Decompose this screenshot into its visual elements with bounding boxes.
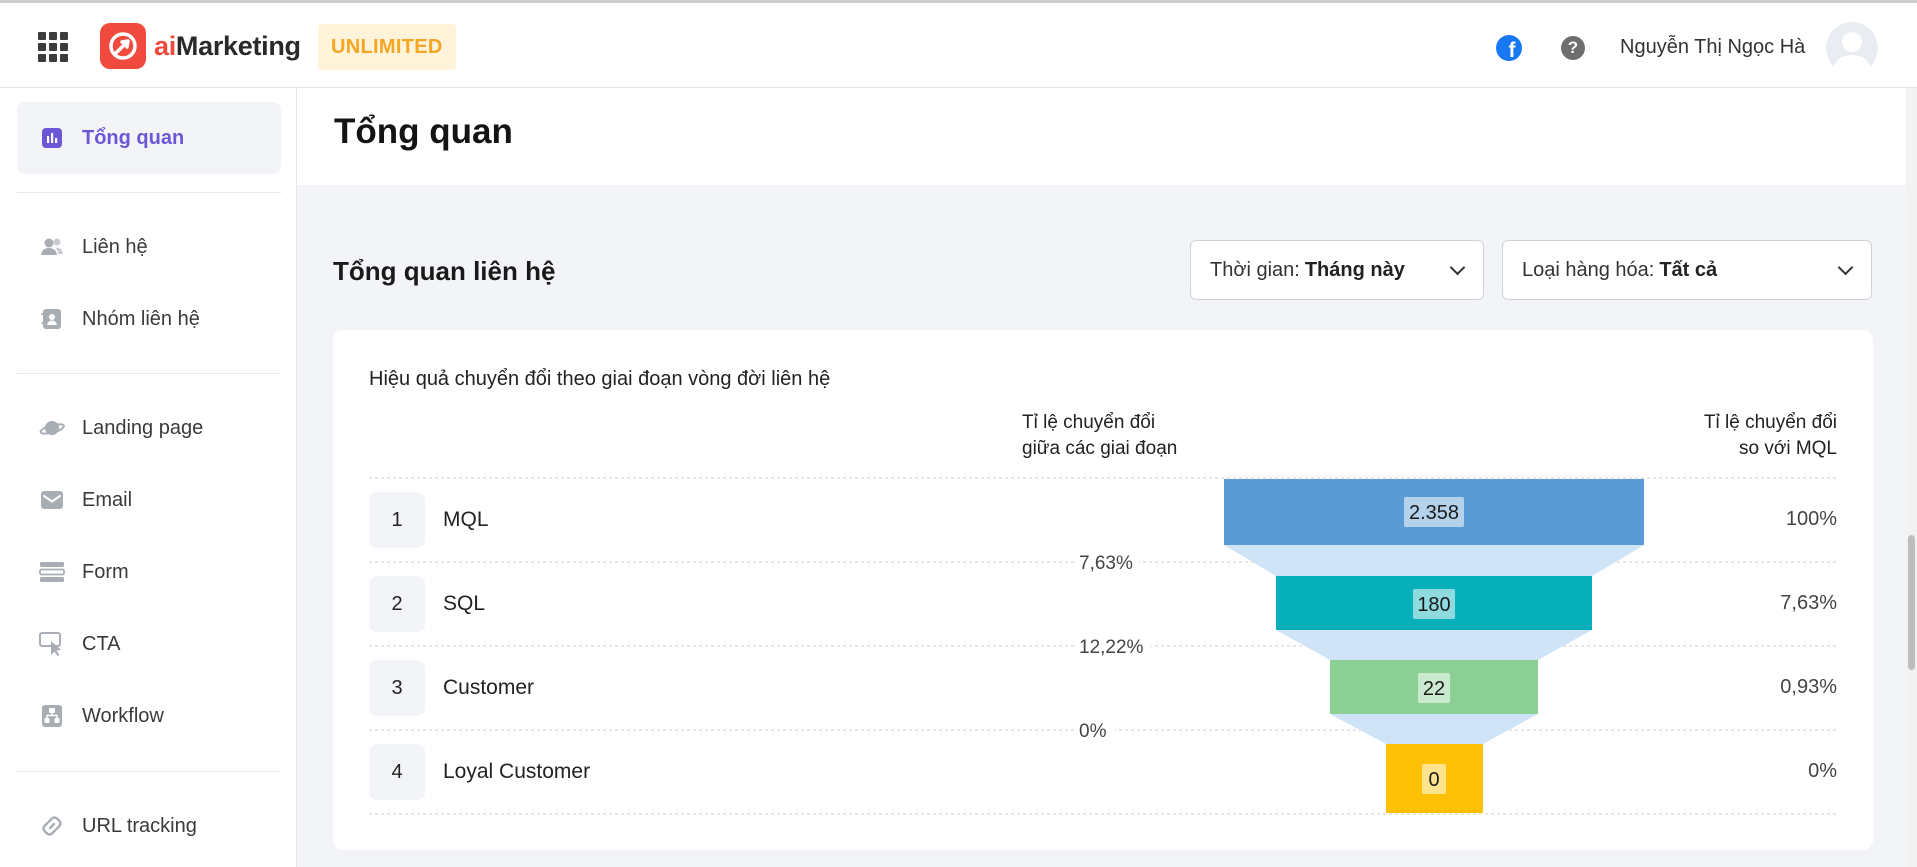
funnel-connector	[1224, 545, 1644, 576]
scrollbar-thumb[interactable]	[1908, 535, 1915, 670]
count-label-bg	[1418, 673, 1450, 703]
sidebar-item-label: URL tracking	[82, 814, 197, 837]
product-filter-value: Tất cả	[1659, 258, 1718, 281]
cursor-click-icon	[39, 631, 65, 657]
sidebar-item-overview[interactable]: Tổng quan	[17, 102, 281, 174]
sidebar-item-label: Form	[82, 560, 129, 583]
sidebar-item-url-tracking[interactable]: URL tracking	[17, 790, 281, 862]
sidebar-divider	[17, 192, 281, 193]
funnel-card-title: Hiệu quả chuyển đổi theo giai đoạn vòng …	[369, 368, 831, 390]
link-icon	[39, 813, 65, 839]
page-title: Tổng quan	[334, 112, 513, 151]
sidebar-item-contact-groups[interactable]: Nhóm liên hệ	[17, 283, 281, 355]
count-label-customer: 22	[1423, 678, 1445, 700]
chevron-down-icon	[1449, 259, 1466, 276]
sidebar-item-label: Workflow	[82, 704, 164, 727]
logo-text: aiMarketing	[154, 30, 301, 61]
sidebar-item-workflow[interactable]: Workflow	[17, 680, 281, 752]
count-label-sql: 180	[1417, 594, 1450, 616]
top-bar: aiMarketing UNLIMITED f ? Nguyễn Thị Ngọ…	[0, 0, 1917, 88]
sidebar-item-email[interactable]: Email	[17, 464, 281, 536]
stage-name: MQL	[443, 508, 489, 531]
sidebar-item-form[interactable]: Form	[17, 536, 281, 608]
time-filter-label: Thời gian:	[1210, 258, 1300, 281]
apps-grid-icon[interactable]	[38, 32, 68, 62]
mail-icon	[39, 487, 65, 513]
between-rate-bg	[1075, 717, 1115, 743]
contacts-icon	[39, 234, 65, 260]
sidebar: Tổng quan Liên hệ Nhóm liên hệ Landing p…	[0, 88, 297, 867]
form-icon	[39, 559, 65, 585]
sidebar-item-landing-page[interactable]: Landing page	[17, 392, 281, 464]
user-name[interactable]: Nguyễn Thị Ngọc Hà	[1620, 36, 1806, 58]
funnel-chart: 2.358 180 22 0 7,63% 12,22% 0%	[369, 477, 1837, 815]
stage-number: 4	[369, 744, 425, 800]
mql-rate: 0,93%	[1780, 676, 1837, 698]
mql-rate: 7,63%	[1780, 592, 1837, 614]
stage-number: 2	[369, 576, 425, 632]
stage-name: Customer	[443, 676, 535, 699]
count-label-bg	[1413, 589, 1455, 619]
product-type-filter-dropdown[interactable]: Loại hàng hóa: Tất cả	[1502, 240, 1872, 300]
sidebar-item-cta[interactable]: CTA	[17, 608, 281, 680]
page-scrollbar[interactable]	[1906, 88, 1917, 867]
funnel-connector	[1330, 714, 1538, 744]
count-label-loyal-customer: 0	[1428, 769, 1439, 791]
between-rate-loyal-customer: 0%	[1079, 721, 1107, 742]
plan-badge: UNLIMITED	[318, 24, 456, 70]
help-icon[interactable]: ?	[1561, 36, 1585, 60]
page-header: Tổng quan	[297, 88, 1917, 185]
sidebar-divider	[17, 373, 281, 374]
rocket-logo-icon	[100, 23, 146, 69]
contact-book-icon	[39, 306, 65, 332]
sidebar-item-contacts[interactable]: Liên hệ	[17, 211, 281, 283]
count-label-bg	[1422, 764, 1446, 794]
mql-rate: 100%	[1785, 508, 1837, 530]
time-filter-value: Tháng này	[1304, 258, 1405, 281]
between-rate-bg	[1075, 549, 1139, 575]
between-rate-customer: 12,22%	[1079, 637, 1144, 658]
sidebar-item-label: Nhóm liên hệ	[82, 307, 200, 330]
chevron-down-icon	[1837, 259, 1854, 276]
sidebar-item-label: Liên hệ	[82, 235, 148, 258]
sidebar-item-label: Email	[82, 488, 133, 511]
funnel-card: Hiệu quả chuyển đổi theo giai đoạn vòng …	[333, 330, 1873, 850]
mql-rate: 0%	[1808, 760, 1837, 782]
sidebar-item-label: Tổng quan	[82, 126, 185, 149]
stage-name: SQL	[443, 592, 486, 615]
sidebar-divider	[17, 771, 281, 772]
between-stage-rate-header: Tỉ lệ chuyển đổi giữa các giai đoạn	[1022, 412, 1178, 459]
stage-number: 1	[369, 492, 425, 548]
section-title: Tổng quan liên hệ	[333, 256, 556, 286]
chart-bars-icon	[39, 125, 65, 151]
mql-rate-header: Tỉ lệ chuyển đổi so với MQL	[1703, 412, 1837, 459]
product-filter-label: Loại hàng hóa:	[1522, 258, 1655, 281]
count-label-mql: 2.358	[1409, 502, 1459, 524]
time-filter-dropdown[interactable]: Thời gian: Tháng này	[1190, 240, 1484, 300]
avatar[interactable]	[1826, 22, 1878, 74]
sidebar-item-label: CTA	[82, 632, 121, 655]
count-label-bg	[1404, 497, 1464, 527]
between-rate-sql: 7,63%	[1079, 553, 1133, 574]
stage-number: 3	[369, 660, 425, 716]
funnel-connector	[1276, 630, 1592, 660]
stage-name: Loyal Customer	[443, 760, 591, 783]
sidebar-item-label: Landing page	[82, 416, 204, 439]
planet-icon	[39, 415, 65, 441]
app-logo[interactable]: aiMarketing	[100, 23, 301, 69]
workflow-icon	[39, 703, 65, 729]
facebook-icon[interactable]: f	[1496, 35, 1522, 61]
between-rate-bg	[1075, 633, 1151, 659]
